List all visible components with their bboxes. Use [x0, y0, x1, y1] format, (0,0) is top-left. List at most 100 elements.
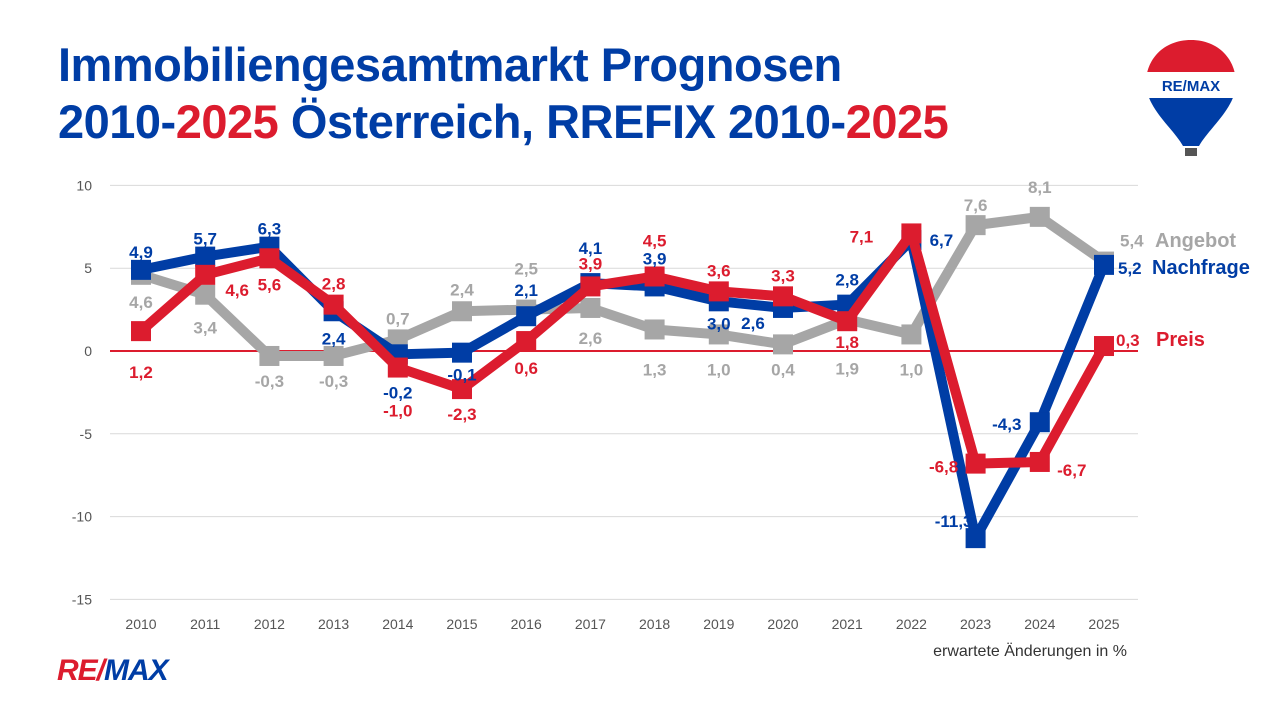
- angebot-data-label: 1,9: [835, 360, 859, 379]
- angebot-marker: [708, 324, 729, 345]
- preis-marker: [1029, 451, 1050, 472]
- angebot-data-label: -0,3: [319, 372, 348, 391]
- remax-logo: RE/MAX: [57, 654, 169, 688]
- preis-data-label: -2,3: [447, 405, 476, 424]
- nachfrage-marker: [1029, 412, 1050, 433]
- y-tick-label: 0: [84, 343, 92, 359]
- nachfrage-data-label: 2,4: [322, 329, 346, 348]
- x-tick-label: 2022: [896, 616, 927, 632]
- x-tick-label: 2015: [446, 616, 477, 632]
- nachfrage-data-label: 4,1: [579, 239, 603, 258]
- nachfrage-marker: [1094, 254, 1114, 275]
- nachfrage-data-label: 2,8: [835, 271, 859, 290]
- angebot-marker: [195, 284, 216, 305]
- nachfrage-data-label: 5,2: [1118, 259, 1142, 278]
- title-line-2: 2010-2025 Österreich, RREFIX 2010-2025: [58, 93, 949, 150]
- preis-data-label: -6,7: [1057, 461, 1086, 480]
- angebot-marker: [259, 345, 280, 366]
- x-tick-label: 2020: [767, 616, 798, 632]
- preis-data-label: 0,6: [514, 359, 538, 378]
- preis-data-label: 1,8: [835, 333, 859, 352]
- title-line-1: Immobiliengesamtmarkt Prognosen: [58, 38, 842, 91]
- logo-part: RE/: [57, 654, 105, 687]
- nachfrage-data-label: -4,3: [992, 415, 1021, 434]
- y-tick-label: 10: [76, 177, 92, 193]
- preis-marker: [323, 294, 344, 315]
- angebot-data-label: 1,0: [707, 360, 731, 379]
- nachfrage-data-label: 6,7: [930, 231, 954, 250]
- x-tick-label: 2021: [832, 616, 863, 632]
- angebot-data-label: 7,6: [964, 196, 988, 215]
- angebot-data-label: 2,4: [450, 280, 474, 299]
- nachfrage-marker: [195, 246, 216, 267]
- preis-marker: [965, 453, 986, 474]
- preis-data-label: 3,6: [707, 261, 731, 280]
- preis-marker: [387, 357, 408, 378]
- nachfrage-data-label: -0,1: [447, 366, 476, 385]
- angebot-marker: [644, 319, 665, 340]
- remax-balloon-logo: RE/MAX: [1146, 40, 1236, 156]
- preis-marker: [195, 264, 216, 285]
- preis-marker: [901, 223, 922, 244]
- preis-data-label: 4,5: [643, 231, 667, 250]
- nachfrage-marker: [452, 342, 472, 363]
- nachfrage-data-label: 2,6: [741, 314, 765, 333]
- x-tick-label: 2018: [639, 616, 670, 632]
- angebot-marker: [901, 324, 922, 345]
- x-tick-label: 2013: [318, 616, 349, 632]
- preis-marker: [1094, 336, 1114, 357]
- page-title: Immobiliengesamtmarkt Prognosen 2010-202…: [58, 36, 949, 150]
- angebot-data-label: 0,7: [386, 309, 410, 328]
- preis-data-label: 5,6: [258, 275, 282, 294]
- angebot-data-label: -0,3: [255, 372, 284, 391]
- x-tick-label: 2011: [190, 616, 220, 632]
- preis-data-label: 7,1: [850, 227, 874, 246]
- nachfrage-marker: [131, 259, 151, 280]
- preis-data-label: 4,6: [225, 281, 249, 300]
- x-tick-label: 2012: [254, 616, 285, 632]
- nachfrage-series-name: Nachfrage: [1152, 257, 1250, 279]
- preis-data-label: 3,9: [579, 254, 603, 273]
- preis-data-label: 1,2: [129, 363, 153, 382]
- preis-data-label: 3,3: [771, 266, 795, 285]
- angebot-marker: [965, 215, 986, 236]
- nachfrage-data-label: 4,9: [129, 243, 153, 262]
- preis-series-name: Preis: [1156, 329, 1205, 351]
- preis-marker: [452, 379, 472, 400]
- preis-marker: [259, 248, 280, 269]
- nachfrage-data-label: 6,3: [258, 220, 282, 239]
- angebot-data-label: 1,0: [900, 360, 924, 379]
- y-tick-label: -15: [72, 591, 92, 607]
- angebot-series-name: Angebot: [1155, 230, 1236, 252]
- nachfrage-data-label: 2,1: [514, 281, 538, 300]
- x-tick-label: 2014: [382, 616, 413, 632]
- angebot-marker: [323, 345, 344, 366]
- nachfrage-data-label: -11,3: [935, 512, 973, 531]
- x-tick-label: 2024: [1024, 616, 1055, 632]
- angebot-data-label: 2,6: [579, 329, 603, 348]
- angebot-data-label: 5,4: [1120, 232, 1144, 251]
- balloon-text: RE/MAX: [1162, 78, 1220, 95]
- nachfrage-marker: [516, 306, 537, 327]
- preis-data-label: 0,3: [1116, 331, 1140, 350]
- angebot-line: [139, 211, 1107, 361]
- nachfrage-data-label: -0,2: [383, 383, 412, 402]
- angebot-data-label: 1,3: [643, 360, 667, 379]
- preis-line: [137, 228, 1109, 469]
- nachfrage-data-label: 3,9: [643, 249, 667, 268]
- x-tick-label: 2019: [703, 616, 734, 632]
- angebot-marker: [580, 297, 601, 318]
- y-tick-label: -10: [72, 509, 92, 525]
- angebot-marker: [452, 301, 472, 322]
- preis-marker: [773, 286, 793, 307]
- angebot-data-label: 2,5: [514, 260, 538, 279]
- x-axis-label: erwartete Änderungen in %: [933, 642, 1127, 660]
- preis-marker: [580, 276, 601, 297]
- preis-data-label: -1,0: [383, 402, 412, 421]
- angebot-data-label: 4,6: [129, 293, 153, 312]
- angebot-marker: [1029, 206, 1050, 227]
- x-tick-label: 2025: [1088, 616, 1119, 632]
- x-tick-label: 2016: [511, 616, 542, 632]
- y-tick-label: -5: [80, 426, 93, 442]
- nachfrage-data-label: 3,0: [707, 314, 731, 333]
